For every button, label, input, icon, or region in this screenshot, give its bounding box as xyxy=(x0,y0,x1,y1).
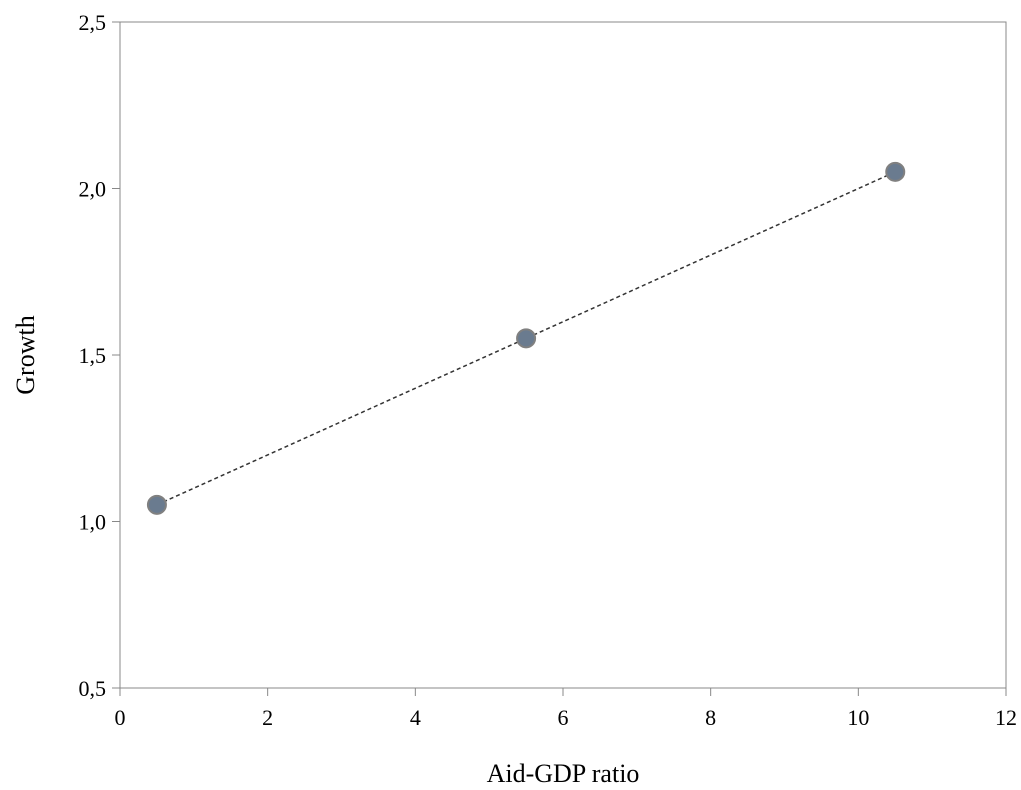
x-tick-label: 6 xyxy=(558,705,569,730)
data-point xyxy=(516,328,537,349)
x-tick-label: 0 xyxy=(115,705,126,730)
y-axis-title: Growth xyxy=(11,315,40,394)
x-tick-label: 12 xyxy=(995,705,1017,730)
data-point xyxy=(146,494,167,515)
y-tick-label: 0,5 xyxy=(79,676,107,701)
data-points xyxy=(146,161,906,515)
x-tick-label: 2 xyxy=(262,705,273,730)
y-tick-label: 2,0 xyxy=(79,177,107,202)
plot-area xyxy=(119,21,1007,689)
trendline xyxy=(156,171,896,506)
x-tick-label: 10 xyxy=(847,705,869,730)
x-axis-title: Aid-GDP ratio xyxy=(487,759,640,785)
y-tick-label: 1,0 xyxy=(79,510,107,535)
x-axis-ticks: 0 2 4 6 8 10 12 xyxy=(115,688,1017,730)
x-tick-label: 8 xyxy=(705,705,716,730)
y-tick-label: 2,5 xyxy=(79,10,107,35)
trendline-group xyxy=(156,171,896,506)
y-axis-ticks: 0,5 1,0 1,5 2,0 2,5 xyxy=(79,10,120,701)
x-tick-label: 4 xyxy=(410,705,421,730)
y-tick-label: 1,5 xyxy=(79,343,107,368)
data-point xyxy=(885,161,906,182)
